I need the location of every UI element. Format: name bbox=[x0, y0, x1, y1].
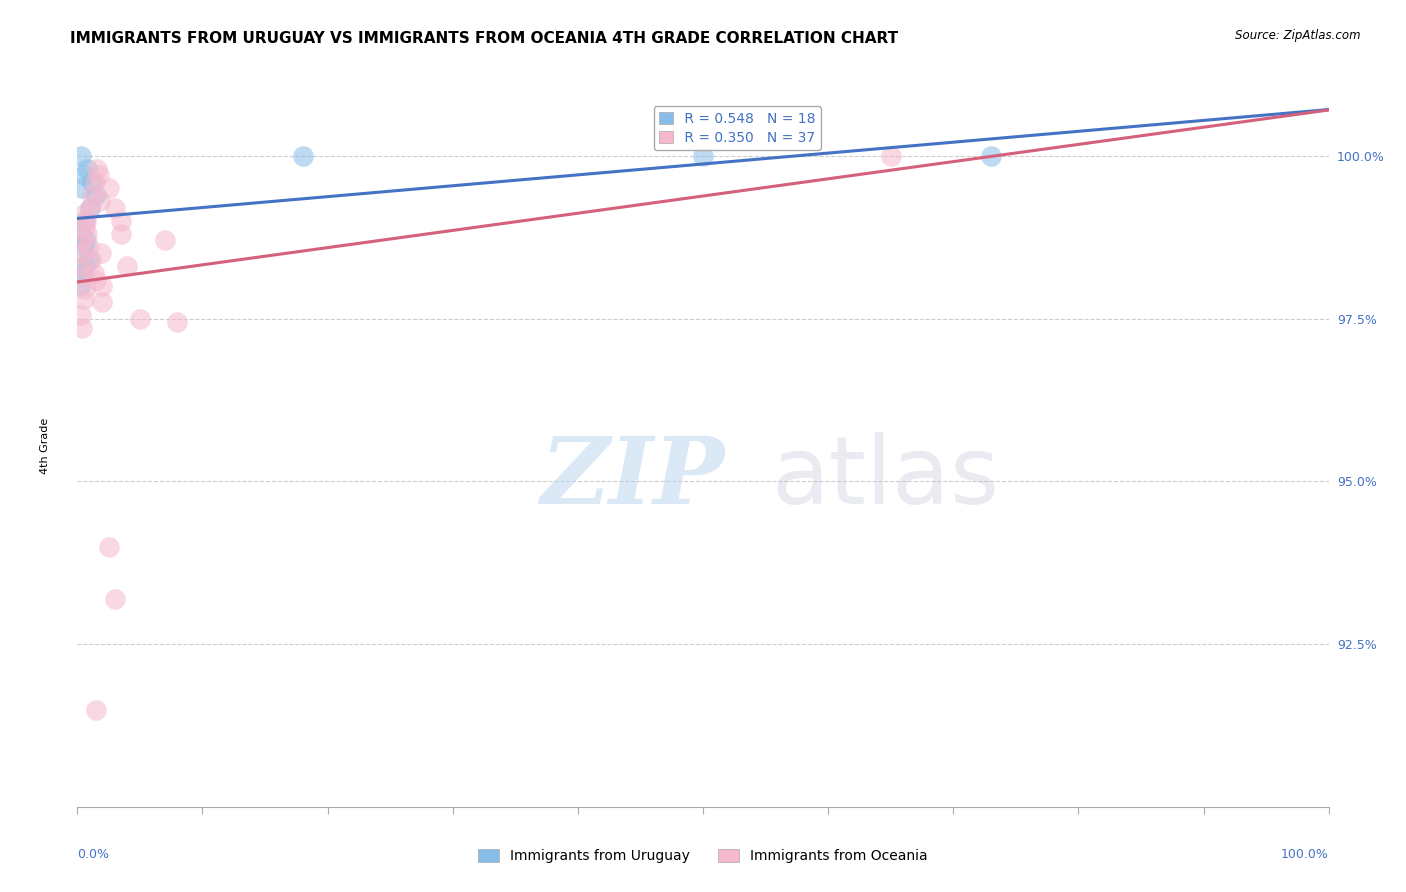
Point bbox=[110, 214, 132, 228]
Point bbox=[73, 282, 96, 296]
Point bbox=[72, 207, 94, 221]
Legend:  R = 0.548   N = 18,  R = 0.350   N = 37: R = 0.548 N = 18, R = 0.350 N = 37 bbox=[654, 106, 821, 150]
Point bbox=[75, 234, 97, 248]
Text: IMMIGRANTS FROM URUGUAY VS IMMIGRANTS FROM OCEANIA 4TH GRADE CORRELATION CHART: IMMIGRANTS FROM URUGUAY VS IMMIGRANTS FR… bbox=[70, 31, 898, 46]
Point bbox=[73, 214, 96, 228]
Point bbox=[70, 260, 93, 274]
Point bbox=[72, 234, 94, 248]
Point bbox=[980, 149, 1002, 163]
Point bbox=[76, 161, 98, 176]
Point bbox=[75, 214, 97, 228]
Point bbox=[70, 227, 93, 241]
Point bbox=[82, 187, 104, 202]
Point bbox=[89, 194, 111, 209]
Point bbox=[76, 227, 98, 241]
Text: 0.0%: 0.0% bbox=[77, 848, 110, 861]
Point bbox=[880, 149, 903, 163]
Text: atlas: atlas bbox=[772, 432, 1000, 524]
Point bbox=[117, 260, 139, 274]
Point bbox=[166, 315, 188, 329]
Point bbox=[129, 311, 152, 326]
Point bbox=[73, 260, 96, 274]
Point bbox=[82, 175, 104, 189]
Point bbox=[79, 201, 101, 215]
Point bbox=[72, 240, 94, 254]
Point bbox=[72, 321, 94, 335]
Legend: Immigrants from Uruguay, Immigrants from Oceania: Immigrants from Uruguay, Immigrants from… bbox=[472, 844, 934, 869]
Point bbox=[291, 149, 314, 163]
Point bbox=[97, 540, 120, 554]
Point bbox=[692, 149, 714, 163]
Point bbox=[69, 279, 91, 293]
Point bbox=[77, 252, 100, 267]
Text: Source: ZipAtlas.com: Source: ZipAtlas.com bbox=[1236, 29, 1361, 42]
Point bbox=[84, 272, 107, 286]
Point bbox=[91, 295, 114, 310]
Point bbox=[104, 201, 127, 215]
Point bbox=[83, 266, 105, 280]
Point bbox=[72, 168, 94, 182]
Point bbox=[70, 309, 93, 323]
Text: 100.0%: 100.0% bbox=[1281, 848, 1329, 861]
Point bbox=[80, 252, 103, 267]
Point bbox=[79, 201, 101, 215]
Point bbox=[69, 246, 91, 260]
Point bbox=[72, 181, 94, 195]
Point bbox=[86, 161, 108, 176]
Point bbox=[77, 240, 100, 254]
Point bbox=[83, 175, 105, 189]
Point bbox=[72, 269, 94, 284]
Text: ZIP: ZIP bbox=[540, 433, 724, 523]
Point bbox=[84, 702, 107, 716]
Point bbox=[87, 168, 110, 182]
Point bbox=[91, 279, 114, 293]
Point bbox=[72, 292, 94, 306]
Point bbox=[110, 227, 132, 241]
Point bbox=[153, 234, 176, 248]
Point bbox=[97, 181, 120, 195]
Point bbox=[90, 246, 112, 260]
Point bbox=[84, 187, 107, 202]
Point bbox=[104, 591, 127, 606]
Point bbox=[72, 266, 94, 280]
Point bbox=[70, 149, 93, 163]
Text: 4th Grade: 4th Grade bbox=[39, 417, 51, 475]
Point bbox=[73, 220, 96, 235]
